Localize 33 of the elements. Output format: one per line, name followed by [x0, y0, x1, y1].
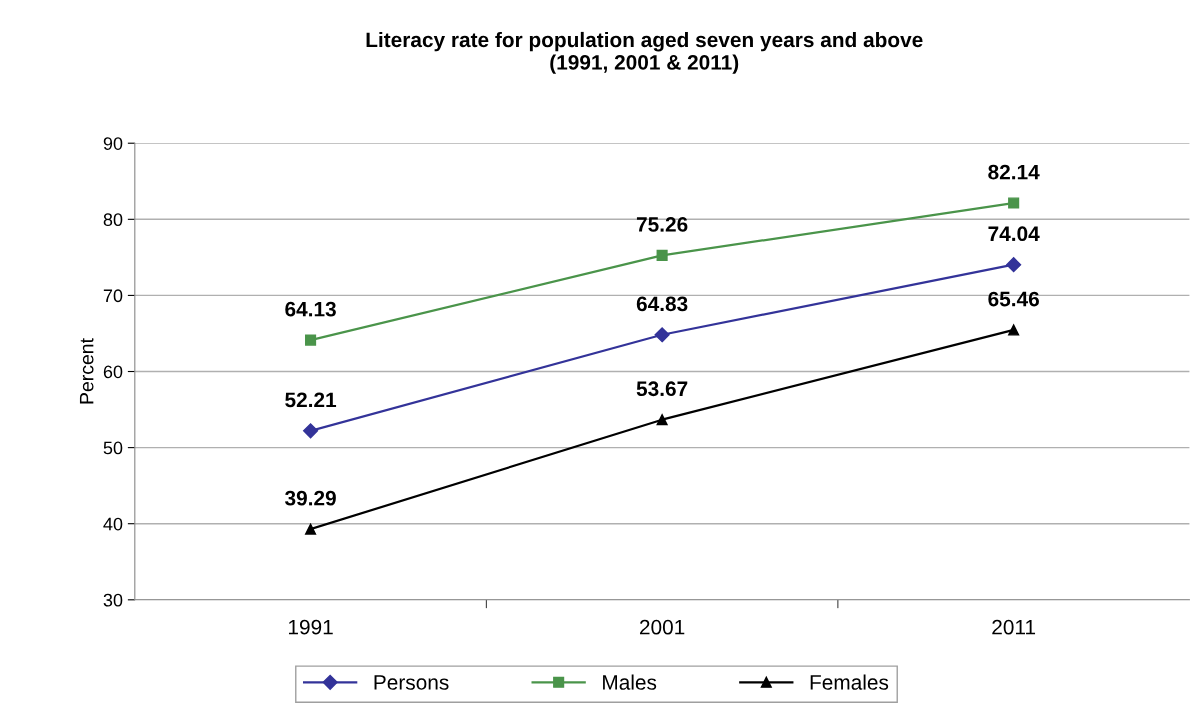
- legend-label: Persons: [374, 675, 449, 690]
- legend-label: Males: [603, 674, 657, 690]
- data-label: 52.21: [285, 392, 337, 408]
- data-label: 65.46: [988, 291, 1039, 307]
- y-tick-label: 40: [103, 517, 123, 531]
- point: [303, 423, 319, 439]
- chart-title: Literacy rate for population aged seven years and above (1991, 2001 & 2011): [366, 31, 923, 74]
- legend-label: Females: [810, 674, 889, 690]
- point: [1006, 257, 1022, 273]
- x-tick-label: 2001: [639, 619, 685, 635]
- point: [1008, 324, 1020, 336]
- y-tick-label: 70: [103, 289, 123, 303]
- y-axis-title: Percent: [79, 338, 94, 404]
- data-label: 74.04: [988, 226, 1040, 242]
- data-label: 82.14: [988, 164, 1040, 180]
- y-tick-label: 80: [103, 213, 123, 227]
- x-tick-label: 2011: [992, 619, 1036, 635]
- data-label: 53.67: [636, 381, 688, 397]
- data-label: 64.83: [636, 296, 688, 312]
- point: [656, 249, 668, 261]
- data-label: 39.29: [284, 490, 336, 506]
- y-tick-label: 90: [103, 137, 123, 150]
- point: [305, 523, 317, 535]
- point: [656, 414, 668, 426]
- data-label: 75.26: [636, 217, 688, 232]
- y-tick-label: 60: [103, 365, 123, 379]
- data-label: 64.13: [285, 301, 336, 317]
- point: [1008, 197, 1020, 209]
- point: [305, 334, 317, 346]
- y-tick-label: 30: [103, 593, 123, 607]
- point: [654, 327, 670, 343]
- x-tick-label: 1991: [289, 619, 333, 635]
- y-tick-label: 50: [103, 441, 123, 455]
